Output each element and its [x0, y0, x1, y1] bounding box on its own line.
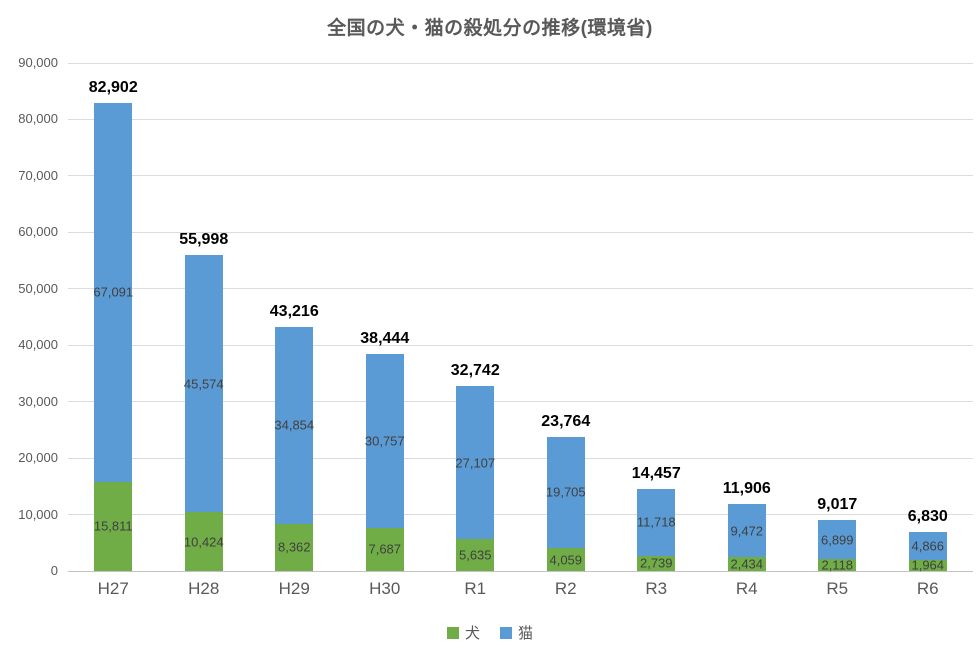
y-tick-label: 30,000	[18, 393, 58, 409]
dog-value-label: 10,424	[183, 534, 224, 550]
dog-value-label: 5,635	[458, 547, 492, 563]
gridline	[68, 231, 973, 233]
x-tick-label: R2	[554, 579, 577, 598]
cat-value-label: 34,854	[274, 417, 315, 433]
cat-bar-segment: 67,091	[93, 103, 134, 482]
y-tick-label: 10,000	[18, 506, 58, 522]
dog-value-label: 2,739	[639, 555, 673, 571]
legend: 犬 猫	[0, 620, 980, 646]
gridline	[68, 401, 973, 403]
total-value-label: 9,017	[817, 496, 858, 514]
legend-item-cat: 猫	[500, 626, 533, 641]
cat-value-label: 27,107	[455, 455, 496, 471]
cat-value-label: 9,472	[730, 523, 764, 539]
y-tick-label: 20,000	[18, 450, 58, 466]
cat-bar-segment: 6,899	[818, 520, 857, 560]
dog-value-label: 1,964	[911, 557, 945, 573]
legend-cat-label: 猫	[518, 624, 534, 642]
total-value-label: 43,216	[269, 303, 319, 321]
cat-bar-segment: 34,854	[274, 327, 315, 524]
gridline	[68, 344, 973, 346]
dog-value-label: 7,687	[368, 541, 402, 557]
total-value-label: 82,902	[88, 79, 138, 97]
dog-value-label: 4,059	[549, 552, 583, 568]
total-value-label: 23,764	[541, 412, 591, 430]
gridline	[68, 118, 973, 120]
dog-bar-segment: 5,635	[456, 539, 495, 571]
cat-value-label: 11,718	[636, 514, 676, 530]
dog-bar-segment: 2,118	[818, 557, 857, 573]
legend-cat-swatch	[500, 627, 512, 639]
dog-bar-segment: 4,059	[546, 548, 585, 571]
cat-bar-segment: 11,718	[636, 489, 676, 556]
total-value-label: 6,830	[907, 508, 948, 526]
legend-item-dog: 犬	[446, 624, 480, 642]
x-tick-label: R6	[916, 579, 939, 598]
legend-dog-label: 犬	[464, 624, 480, 642]
cat-bar-segment: 9,472	[727, 503, 766, 558]
dog-bar-segment: 2,739	[637, 555, 676, 571]
x-tick-label: R4	[735, 579, 758, 598]
x-tick-label: R3	[645, 579, 668, 598]
dog-value-label: 2,434	[730, 556, 764, 572]
gridline	[68, 457, 973, 459]
x-axis-line	[68, 570, 973, 572]
cat-bar-segment: 27,107	[455, 386, 496, 540]
cat-value-label: 6,899	[820, 532, 854, 548]
y-tick-label: 70,000	[18, 167, 58, 183]
cat-bar-segment: 30,757	[364, 354, 405, 528]
cat-bar-segment: 19,705	[545, 436, 586, 549]
y-tick-label: 40,000	[18, 337, 58, 353]
x-tick-label: H27	[97, 579, 129, 598]
y-tick-label: 90,000	[18, 55, 58, 70]
dog-value-label: 15,811	[93, 518, 133, 534]
dog-bar-segment: 10,424	[183, 512, 224, 571]
gridline	[68, 288, 973, 290]
dog-bar-segment: 1,964	[908, 557, 947, 573]
cat-bar-segment: 45,574	[183, 254, 224, 513]
y-tick-label: 50,000	[18, 280, 58, 296]
x-tick-label: R5	[826, 579, 849, 598]
total-value-label: 32,742	[450, 362, 500, 380]
dog-bar-segment: 15,811	[93, 481, 133, 571]
total-value-label: 11,906	[722, 479, 771, 497]
dog-bar-segment: 2,434	[727, 556, 766, 572]
dog-value-label: 2,118	[821, 557, 854, 573]
cat-value-label: 45,574	[183, 376, 224, 392]
dog-bar-segment: 8,362	[275, 523, 314, 571]
total-value-label: 14,457	[631, 465, 681, 483]
cat-value-label: 67,091	[93, 284, 134, 300]
x-tick-label: H29	[278, 579, 310, 598]
gridline	[68, 62, 973, 64]
gridline	[68, 175, 973, 177]
legend-dog-swatch	[446, 627, 459, 639]
cat-bar-segment: 4,866	[908, 532, 947, 560]
total-value-label: 38,444	[360, 330, 410, 347]
cat-value-label: 30,757	[364, 433, 405, 449]
chart-title: 全国の犬・猫の殺処分の推移(環境省)	[327, 18, 653, 39]
y-tick-label: 0	[50, 563, 58, 578]
x-tick-label: R1	[464, 579, 487, 598]
total-value-label: 55,998	[179, 230, 229, 248]
y-tick-label: 60,000	[18, 224, 58, 240]
dog-bar-segment: 7,687	[365, 527, 404, 571]
cat-value-label: 4,866	[911, 538, 945, 554]
y-tick-label: 80,000	[18, 111, 58, 127]
x-tick-label: H30	[369, 579, 401, 598]
gridline	[68, 514, 973, 516]
cat-value-label: 19,705	[545, 484, 586, 500]
x-tick-label: H28	[188, 579, 220, 598]
dog-value-label: 8,362	[277, 539, 311, 555]
